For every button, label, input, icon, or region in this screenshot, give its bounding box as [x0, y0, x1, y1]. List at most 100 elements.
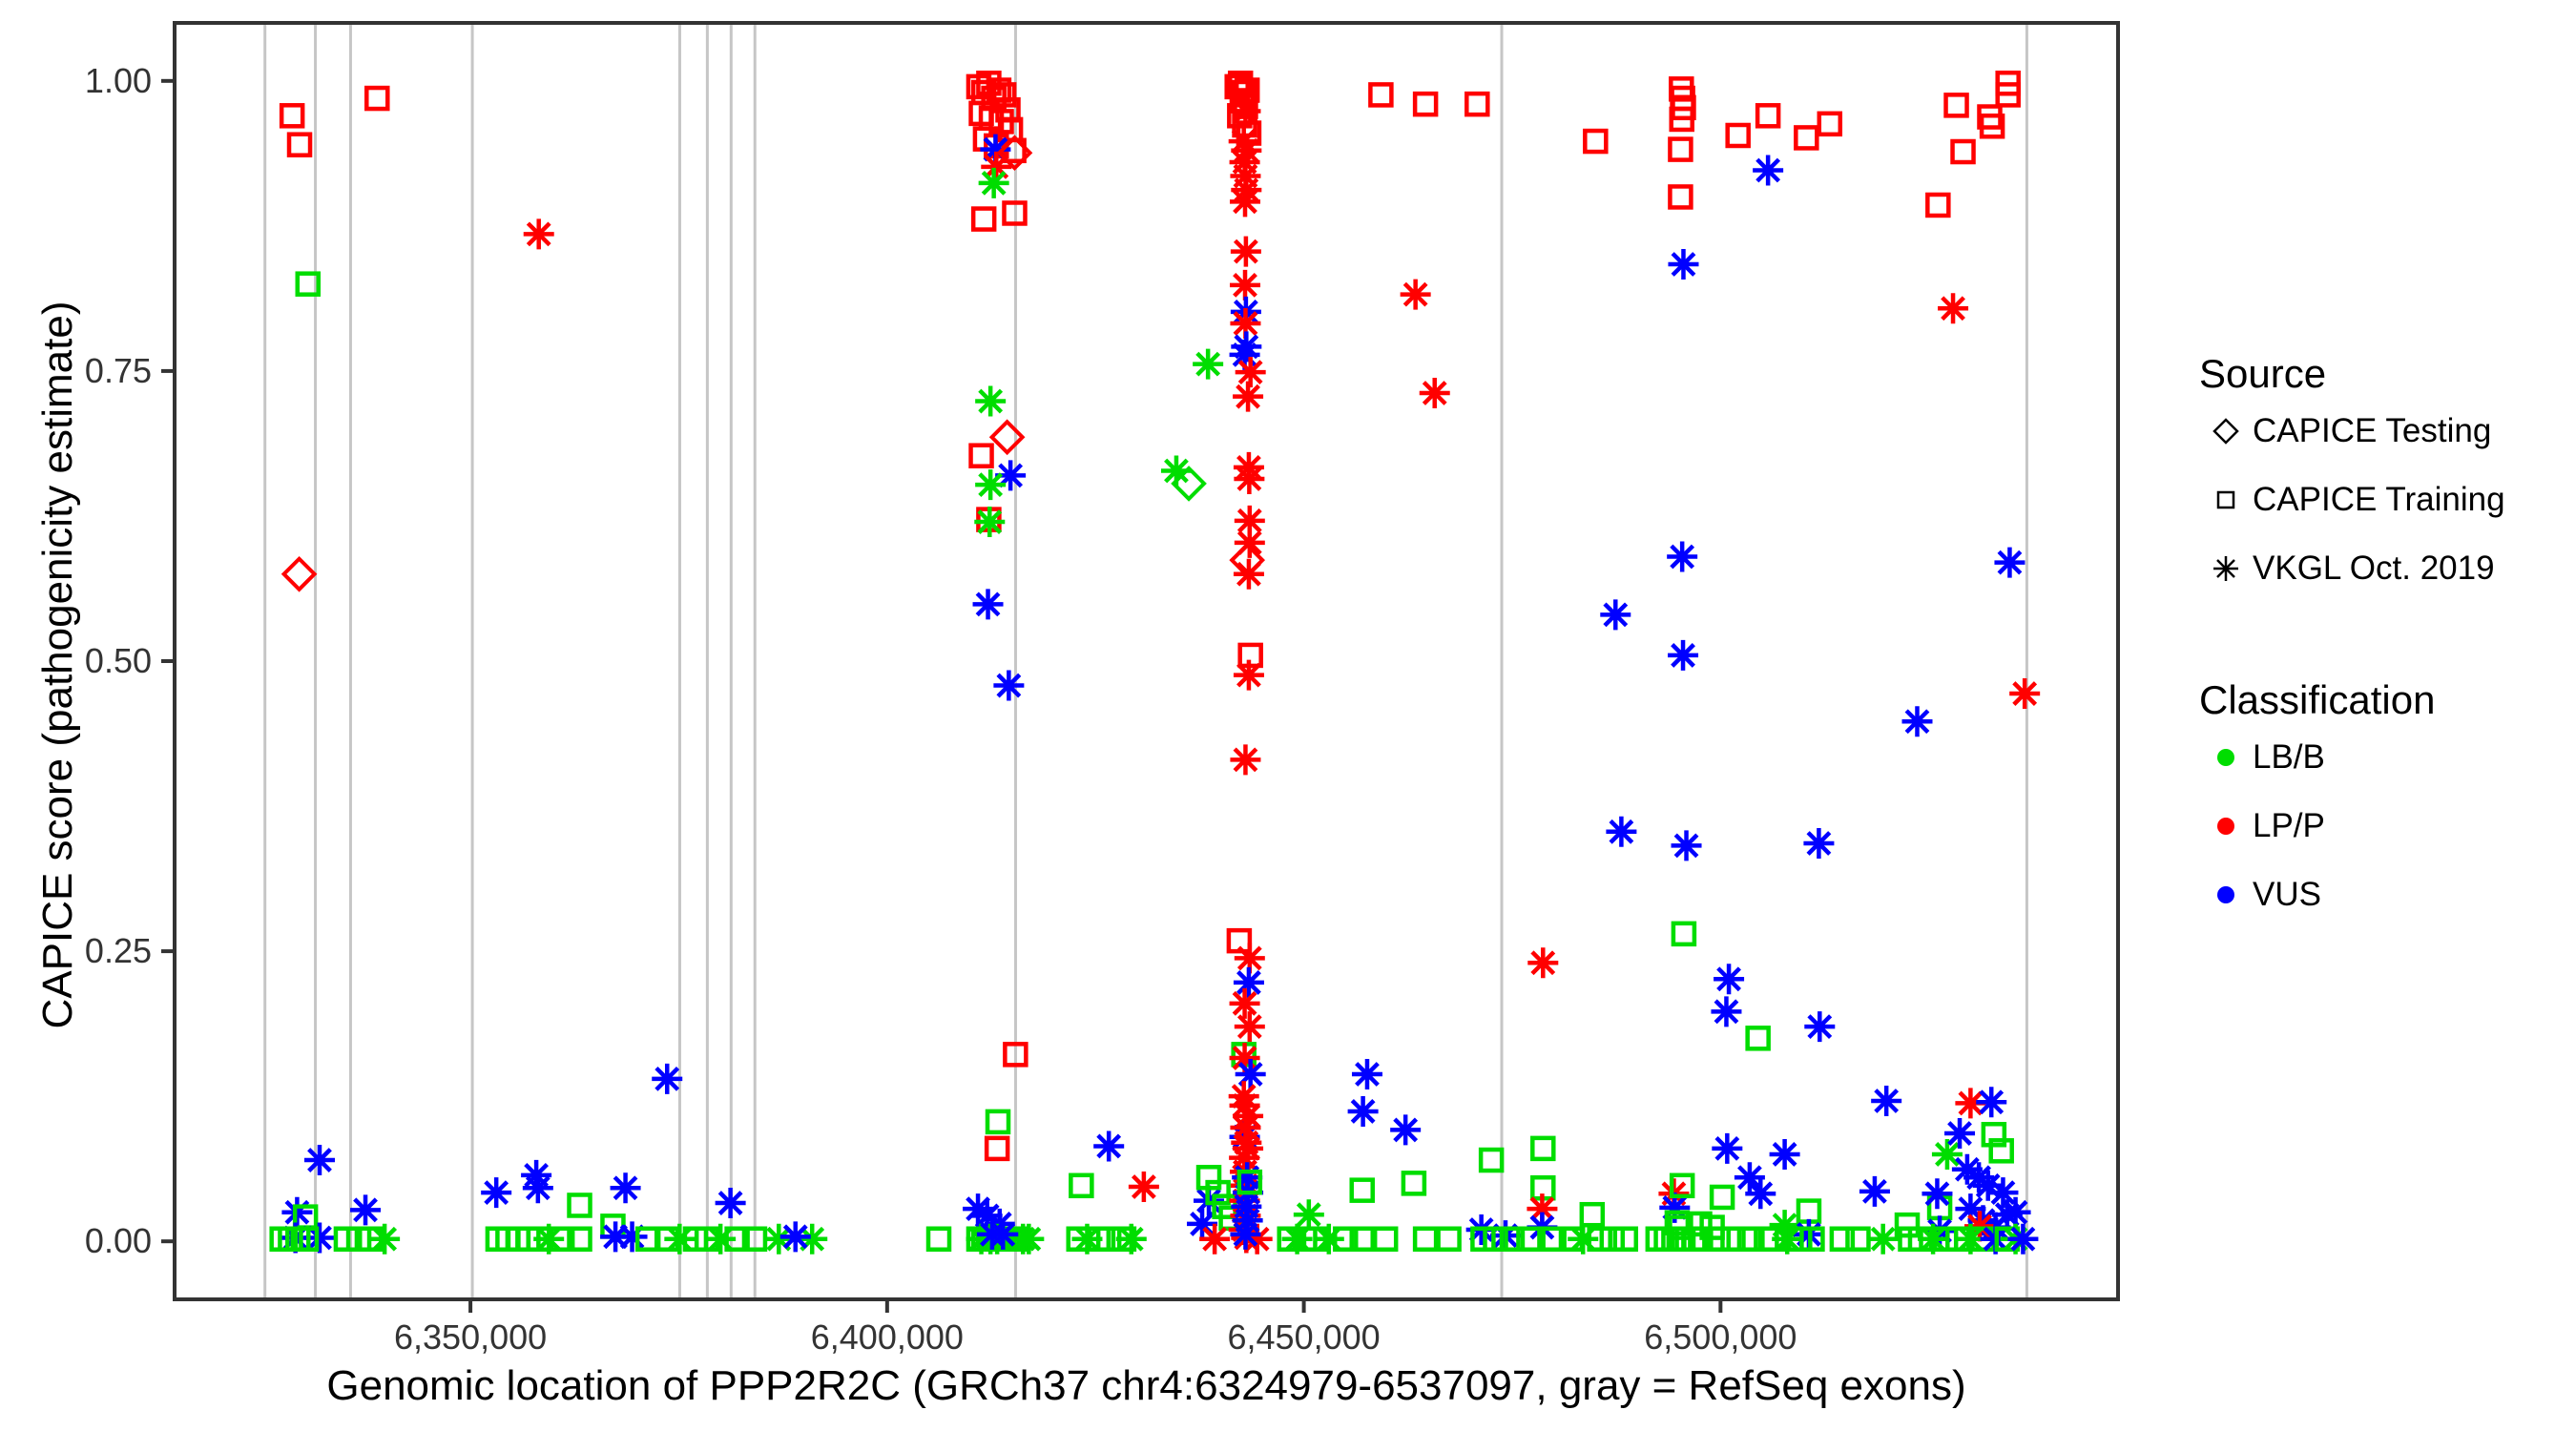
data-point	[652, 1063, 683, 1094]
data-point	[1347, 1095, 1379, 1127]
data-point	[1499, 1226, 1526, 1252]
data-point	[1234, 464, 1265, 495]
data-point	[1659, 1192, 1691, 1223]
data-point	[1013, 1223, 1045, 1255]
data-point	[1281, 1223, 1313, 1255]
data-point	[1412, 1226, 1439, 1252]
data-point	[1799, 1226, 1825, 1252]
x-tick-label: 6,500,000	[1644, 1317, 1797, 1357]
data-point	[1233, 659, 1264, 691]
data-point	[984, 1135, 1010, 1162]
data-point	[1333, 1226, 1359, 1252]
data-point	[567, 1192, 592, 1218]
data-point	[2007, 1223, 2039, 1255]
data-point	[280, 555, 318, 592]
data-point	[1995, 82, 2021, 108]
data-point	[1938, 293, 1969, 324]
data-point	[988, 419, 1026, 456]
data-point	[981, 151, 1012, 182]
legend-item-lbb: LB/B	[2199, 723, 2571, 792]
data-point	[1711, 996, 1742, 1027]
data-point	[1349, 1226, 1375, 1252]
data-point	[763, 1223, 795, 1255]
data-point	[1233, 966, 1264, 998]
data-point	[1230, 95, 1261, 127]
data-point	[523, 218, 554, 250]
data-point	[1093, 1130, 1125, 1162]
data-point	[533, 1223, 565, 1255]
data-point	[1583, 128, 1609, 155]
legend-item-capice-training: CAPICE Training	[2199, 466, 2571, 534]
data-point	[1401, 1171, 1427, 1196]
data-point	[1205, 1179, 1231, 1206]
data-point	[303, 1222, 335, 1254]
data-point	[1988, 1138, 2014, 1164]
x-tick-label: 6,400,000	[811, 1317, 964, 1357]
data-point	[1234, 943, 1265, 974]
data-point	[1229, 1043, 1260, 1073]
data-point	[972, 589, 1004, 620]
data-point	[1667, 541, 1698, 572]
data-point	[1230, 236, 1261, 267]
data-point	[1372, 1226, 1399, 1252]
plot-panel-border	[173, 21, 2120, 1301]
data-point	[1229, 987, 1260, 1019]
data-point	[369, 1223, 401, 1255]
data-point	[1976, 1087, 2007, 1118]
data-point	[1769, 1210, 1800, 1241]
data-point	[968, 443, 994, 468]
data-point	[1003, 1042, 1028, 1068]
data-point	[990, 82, 1017, 108]
data-point	[1230, 269, 1261, 301]
data-point	[1671, 830, 1702, 861]
data-point	[1955, 1088, 1986, 1119]
data-point	[1313, 1223, 1344, 1255]
legend-item-capice-testing: CAPICE Testing	[2199, 397, 2571, 466]
data-point	[1436, 1226, 1462, 1252]
data-point	[1981, 1122, 2007, 1148]
data-point	[975, 385, 1007, 417]
y-tick-label: 1.00	[85, 61, 152, 100]
data-point	[1979, 114, 2005, 139]
asterisk-icon	[2199, 551, 2253, 586]
data-point	[1796, 1198, 1822, 1224]
data-point	[1002, 200, 1028, 226]
data-point	[281, 1196, 313, 1228]
data-point	[1419, 378, 1450, 409]
data-point	[364, 85, 390, 112]
diamond-icon	[2199, 415, 2253, 447]
data-point	[293, 1226, 320, 1252]
data-point	[1734, 1162, 1765, 1193]
data-point	[1187, 1208, 1218, 1239]
data-point	[1931, 1138, 1963, 1170]
data-point	[1527, 947, 1559, 979]
legend: Source CAPICE Testing CAPICE Training	[2199, 351, 2571, 929]
data-point	[1236, 1169, 1263, 1195]
data-point	[1128, 1172, 1159, 1203]
data-point	[1871, 1086, 1902, 1116]
data-point	[1668, 639, 1699, 671]
data-point	[1901, 706, 1933, 737]
data-point	[980, 134, 1011, 165]
data-point	[1368, 82, 1394, 108]
data-point	[1668, 136, 1693, 162]
data-point	[1233, 558, 1264, 590]
data-point	[1230, 186, 1261, 218]
data-point	[1400, 279, 1431, 310]
data-point	[724, 1226, 750, 1252]
data-point	[1234, 1011, 1265, 1043]
data-point	[1951, 1153, 1983, 1185]
data-point	[1606, 816, 1637, 847]
data-point	[295, 271, 322, 297]
data-point	[925, 1226, 952, 1252]
x-tick-label: 6,450,000	[1228, 1317, 1381, 1357]
y-tick-label: 0.00	[85, 1221, 152, 1260]
legend-item-label: LP/P	[2253, 807, 2325, 844]
data-point	[715, 1188, 746, 1219]
legend-item-label: LB/B	[2253, 738, 2325, 776]
x-tick-label: 6,350,000	[394, 1317, 547, 1357]
data-point	[1193, 348, 1224, 380]
data-point	[1199, 1223, 1231, 1255]
data-point	[600, 1221, 632, 1253]
